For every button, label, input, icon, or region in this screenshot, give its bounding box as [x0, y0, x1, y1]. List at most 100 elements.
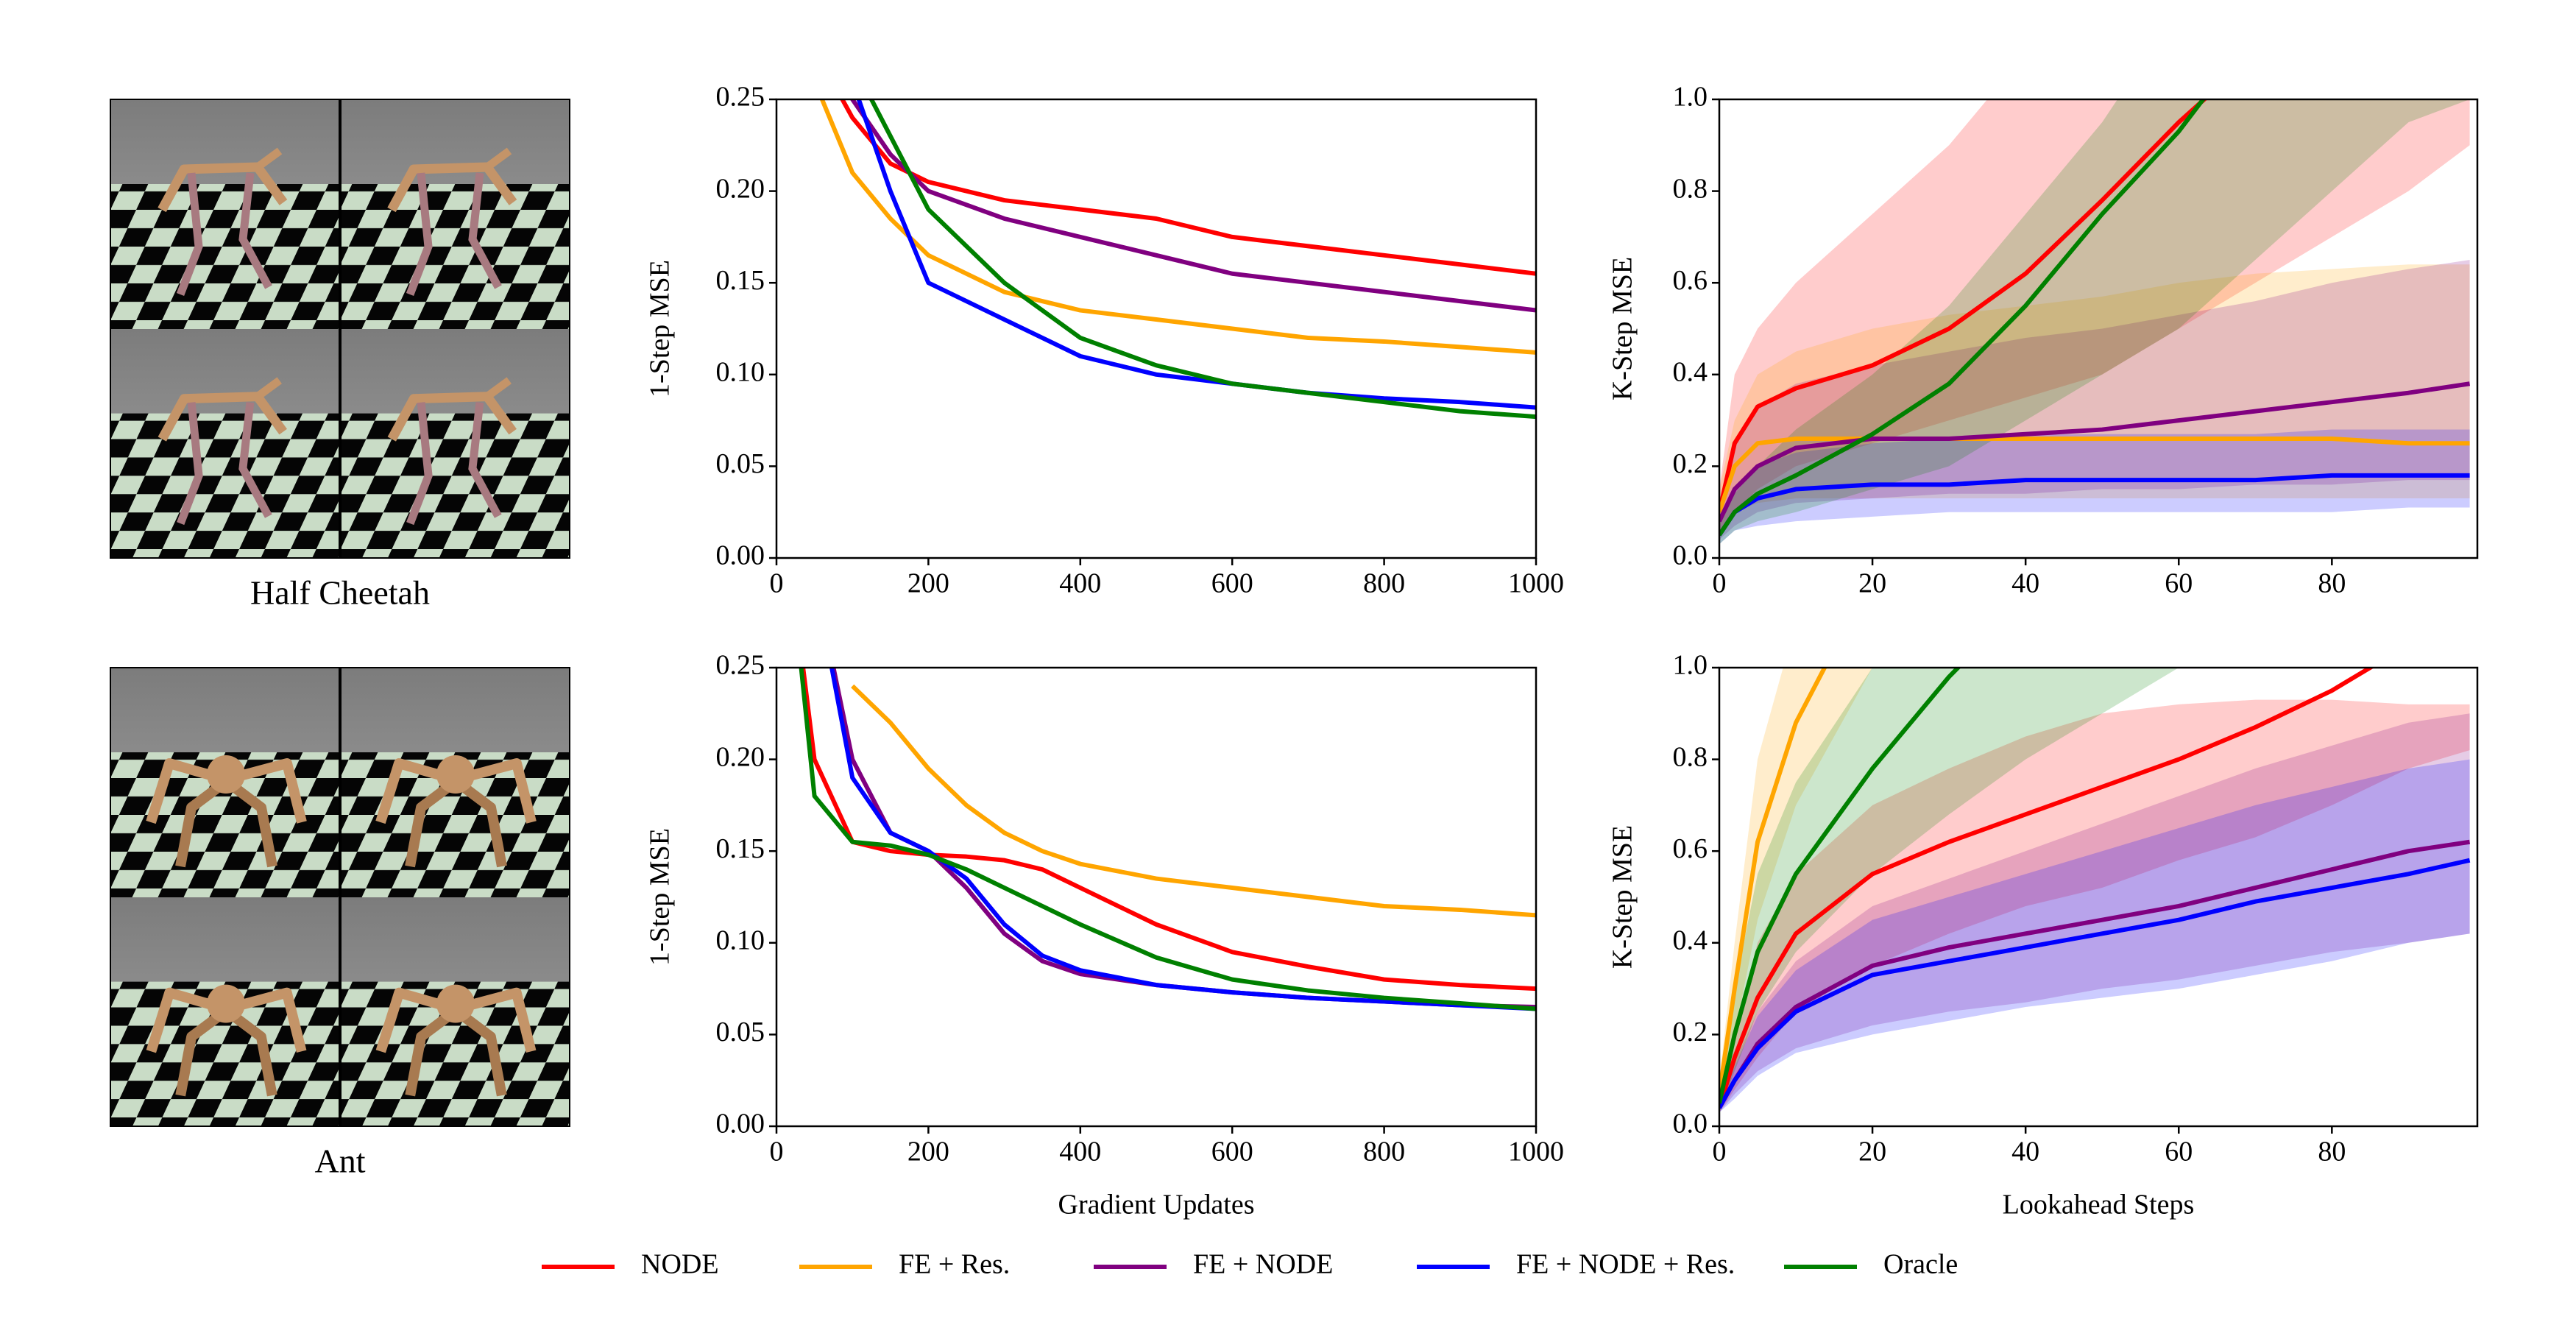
- x-tick-label: 0: [1713, 1137, 1727, 1167]
- series-line: [799, 668, 1536, 1011]
- y-tick-label: 0.05: [716, 448, 765, 479]
- x-tick-label: 60: [2165, 568, 2193, 599]
- y-tick-label: 0.6: [1673, 833, 1708, 864]
- legend-label: FE + NODE + Res.: [1516, 1249, 1735, 1280]
- y-tick-label: 0.2: [1673, 1017, 1708, 1047]
- confidence-band: [1719, 668, 1873, 1103]
- series-line: [1719, 668, 2375, 1109]
- y-axis-label: 1-Step MSE: [645, 260, 676, 398]
- legend: NODE FE + Res. FE + NODE FE + NODE + Res. Or…: [542, 1249, 1958, 1280]
- x-tick-label: 800: [1363, 568, 1405, 599]
- y-tick-label: 0.00: [716, 1109, 765, 1140]
- series-line: [1719, 668, 1961, 1104]
- x-tick-label: 20: [1858, 1137, 1886, 1167]
- y-tick-label: 0.0: [1673, 540, 1708, 571]
- confidence-band: [1719, 713, 2470, 1113]
- y-tick-label: 0.6: [1673, 265, 1708, 296]
- series-line: [856, 99, 1536, 410]
- y-tick-label: 0.15: [716, 833, 765, 864]
- x-tick-label: 80: [2318, 568, 2346, 599]
- axes-frame: [1718, 666, 2479, 1128]
- x-tick-label: 1000: [1508, 568, 1564, 599]
- confidence-band: [1719, 260, 2470, 540]
- y-tick-label: 0.8: [1673, 741, 1708, 772]
- legend-label: FE + Res.: [899, 1249, 1010, 1280]
- confidence-band: [1719, 699, 2470, 1113]
- x-tick-label: 0: [770, 1137, 784, 1167]
- y-tick-label: 0.00: [716, 540, 765, 571]
- y-tick-label: 0.20: [716, 741, 765, 772]
- panel-label: Ant: [315, 1142, 366, 1180]
- y-tick-label: 0.20: [716, 173, 765, 204]
- series-line: [1719, 99, 2207, 537]
- x-tick-label: 60: [2165, 1137, 2193, 1167]
- series-line: [1719, 99, 2208, 513]
- y-tick-label: 0.10: [716, 357, 765, 388]
- x-tick-label: 0: [770, 568, 784, 599]
- series-line: [851, 684, 1536, 918]
- axes-frame: [775, 666, 1538, 1128]
- y-tick-label: 0.15: [716, 265, 765, 296]
- x-tick-label: 40: [2011, 1137, 2039, 1167]
- x-tick-label: 600: [1211, 1137, 1253, 1167]
- series-line: [1719, 668, 1827, 1095]
- half-cheetah-panel: [110, 99, 570, 559]
- y-tick-label: 0.05: [716, 1017, 765, 1047]
- y-tick-label: 0.10: [716, 925, 765, 956]
- y-axis-label: K-Step MSE: [1607, 257, 1638, 400]
- legend-label: Oracle: [1883, 1249, 1958, 1280]
- y-tick-label: 0.8: [1673, 173, 1708, 204]
- series-line: [868, 99, 1536, 420]
- x-tick-label: 0: [1713, 568, 1727, 599]
- series-line: [1719, 473, 2470, 537]
- plot-area: [799, 668, 1536, 1011]
- confidence-band: [1719, 264, 2470, 535]
- x-tick-label: 20: [1858, 568, 1886, 599]
- plot-area: [1719, 668, 2471, 1113]
- x-tick-label: 40: [2011, 568, 2039, 599]
- series-line: [1719, 437, 2470, 513]
- confidence-band: [1719, 429, 2470, 545]
- y-tick-label: 0.4: [1673, 357, 1708, 388]
- confidence-band: [1719, 99, 2470, 535]
- panel-label: Half Cheetah: [250, 574, 430, 612]
- x-tick-label: 80: [2318, 1137, 2346, 1167]
- x-tick-label: 1000: [1508, 1137, 1564, 1167]
- series-line: [840, 99, 1536, 276]
- y-tick-label: 1.0: [1673, 650, 1708, 681]
- axes-frame: [775, 98, 1538, 559]
- y-axis-label: 1-Step MSE: [645, 828, 676, 966]
- x-tick-label: 400: [1059, 568, 1101, 599]
- x-axis-label: Lookahead Steps: [2003, 1190, 2195, 1220]
- x-tick-label: 200: [907, 1137, 949, 1167]
- x-tick-label: 800: [1363, 1137, 1405, 1167]
- x-tick-label: 200: [907, 568, 949, 599]
- confidence-band: [1719, 668, 2470, 1113]
- x-axis-label: Gradient Updates: [1058, 1190, 1255, 1220]
- y-tick-label: 0.0: [1673, 1109, 1708, 1140]
- series-line: [1719, 858, 2471, 1109]
- series-line: [849, 99, 1536, 313]
- series-line: [829, 668, 1536, 1011]
- series-line: [801, 668, 1536, 992]
- axes-frame: [1718, 98, 2479, 559]
- y-tick-label: 0.4: [1673, 925, 1708, 956]
- y-axis-label: K-Step MSE: [1607, 825, 1638, 969]
- y-tick-label: 0.2: [1673, 448, 1708, 479]
- series-line: [831, 668, 1536, 1010]
- plot-area: [820, 99, 1536, 420]
- plot-area: [1719, 99, 2471, 545]
- y-tick-label: 0.25: [716, 82, 765, 113]
- ant-panel: [110, 667, 570, 1127]
- y-tick-label: 1.0: [1673, 82, 1708, 113]
- legend-label: FE + NODE: [1193, 1249, 1333, 1280]
- series-line: [1719, 381, 2471, 523]
- series-line: [820, 99, 1536, 355]
- y-tick-label: 0.25: [716, 650, 765, 681]
- series-line: [1719, 839, 2471, 1109]
- x-tick-label: 400: [1059, 1137, 1101, 1167]
- confidence-band: [1719, 99, 2470, 545]
- legend-label: NODE: [641, 1249, 719, 1280]
- x-tick-label: 600: [1211, 568, 1253, 599]
